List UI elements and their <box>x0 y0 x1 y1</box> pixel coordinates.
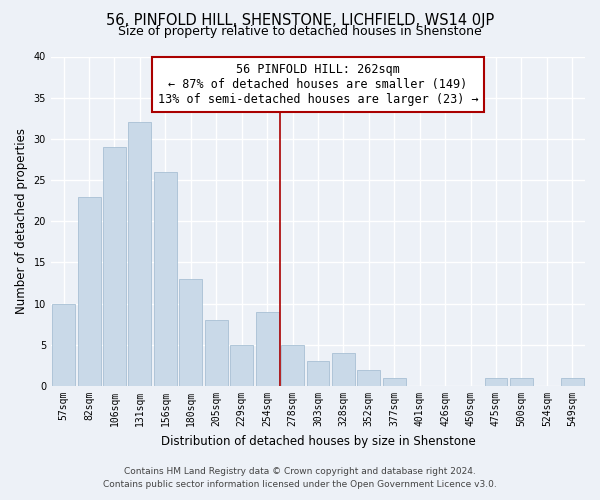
Bar <box>281 345 304 386</box>
Bar <box>230 345 253 386</box>
Y-axis label: Number of detached properties: Number of detached properties <box>15 128 28 314</box>
Bar <box>77 196 101 386</box>
Text: Size of property relative to detached houses in Shenstone: Size of property relative to detached ho… <box>118 25 482 38</box>
Bar <box>307 362 329 386</box>
Bar <box>154 172 177 386</box>
Text: 56 PINFOLD HILL: 262sqm
← 87% of detached houses are smaller (149)
13% of semi-d: 56 PINFOLD HILL: 262sqm ← 87% of detache… <box>158 63 478 106</box>
X-axis label: Distribution of detached houses by size in Shenstone: Distribution of detached houses by size … <box>161 434 475 448</box>
Bar <box>103 147 126 386</box>
Bar <box>510 378 533 386</box>
Bar <box>128 122 151 386</box>
Bar <box>485 378 508 386</box>
Bar <box>205 320 227 386</box>
Text: 56, PINFOLD HILL, SHENSTONE, LICHFIELD, WS14 0JP: 56, PINFOLD HILL, SHENSTONE, LICHFIELD, … <box>106 12 494 28</box>
Bar <box>383 378 406 386</box>
Bar <box>256 312 278 386</box>
Bar <box>358 370 380 386</box>
Bar <box>52 304 75 386</box>
Bar <box>332 353 355 386</box>
Bar <box>561 378 584 386</box>
Bar <box>179 279 202 386</box>
Text: Contains HM Land Registry data © Crown copyright and database right 2024.
Contai: Contains HM Land Registry data © Crown c… <box>103 467 497 489</box>
